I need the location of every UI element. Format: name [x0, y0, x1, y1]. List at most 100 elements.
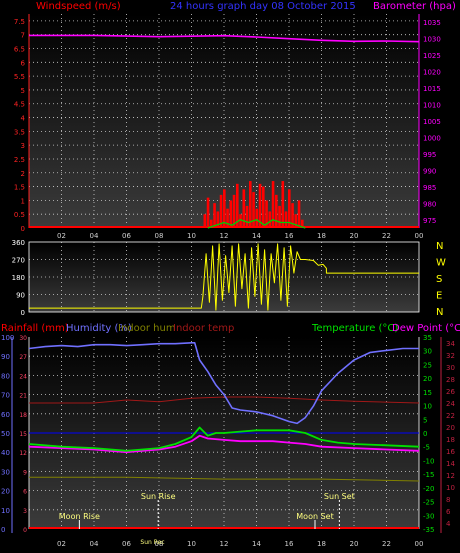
- temperature-tick-label: 30: [423, 348, 432, 356]
- direction-tick-label: 90: [16, 292, 25, 300]
- hour-tick-label: 02: [57, 540, 66, 548]
- direction-panel-frame: [28, 241, 420, 313]
- windspeed-tick-label: 4: [21, 115, 26, 123]
- hour-tick-label: 16: [285, 232, 294, 240]
- windspeed-tick-label: 3: [21, 142, 25, 150]
- wind-gust-bar: [242, 189, 246, 228]
- rainfall-axis-label: Rainfall (mm): [1, 323, 69, 334]
- hour-tick-label: 12: [220, 540, 229, 548]
- wind-direction-line: [29, 243, 419, 311]
- hour-tick-label: 04: [90, 540, 99, 548]
- barometer-tick-label: 980: [423, 200, 436, 208]
- windspeed-tick-label: 1: [21, 197, 25, 205]
- wind-gust-bar: [297, 200, 301, 228]
- wind-gust-bar: [291, 203, 294, 228]
- wind-gust-bar: [262, 186, 265, 228]
- wind-gust-bar: [268, 211, 272, 228]
- hour-tick-label: 18: [317, 232, 326, 240]
- wind-gust-bar: [265, 200, 268, 228]
- windspeed-tick-label: 0: [21, 225, 25, 233]
- wind-gust-bar: [219, 194, 223, 228]
- rainfall-tick-label: 15: [19, 431, 27, 438]
- wind-gust-bar: [301, 219, 304, 228]
- humidity-axis-label: Humidity (%): [66, 323, 132, 334]
- windspeed-tick-label: 7.5: [14, 18, 25, 26]
- wind-gust-bar: [284, 211, 288, 228]
- direction-tick-label: 270: [12, 257, 25, 265]
- moon-set-marker-label: Moon Set: [296, 512, 333, 521]
- humidity-tick-label: 90: [1, 353, 10, 361]
- indoor-temp-tick-label: 12: [446, 472, 455, 480]
- windspeed-tick-label: 6: [21, 59, 26, 67]
- hour-tick-label: 18: [317, 540, 326, 548]
- hour-tick-label: 12: [220, 232, 229, 240]
- compass-label: S: [436, 274, 442, 285]
- temperature-tick-label: 25: [423, 361, 432, 369]
- humidity-tick-label: 100: [1, 334, 14, 342]
- temperature-tick-label: -35: [423, 526, 434, 534]
- wind-gust-bar: [210, 219, 213, 228]
- hour-tick-label: 10: [187, 232, 196, 240]
- barometer-tick-label: 1025: [423, 52, 441, 60]
- hour-tick-label: 22: [382, 540, 391, 548]
- hour-tick-label: 02: [57, 232, 66, 240]
- indoor-temp-tick-label: 32: [446, 352, 455, 360]
- indoor-temp-tick-label: 28: [446, 376, 455, 384]
- wind-gust-bar: [271, 181, 275, 228]
- wind-gust-bar: [255, 208, 259, 228]
- wind-gust-bar: [236, 183, 239, 228]
- temperature-tick-label: -5: [423, 444, 430, 452]
- windspeed-tick-label: 7: [21, 32, 25, 40]
- windspeed-tick-label: 4.5: [14, 101, 25, 109]
- wind-gust-bar: [223, 189, 226, 228]
- compass-label: N: [436, 307, 443, 318]
- humidity-tick-label: 70: [1, 392, 10, 400]
- wind-gust-bar: [229, 200, 233, 228]
- wind-gust-bar: [249, 181, 252, 228]
- graph-title: 24 hours graph day 08 October 2015: [170, 1, 356, 12]
- indoor-humidity-line: [29, 476, 420, 482]
- barometer-tick-label: 975: [423, 217, 436, 225]
- wind-average-line: [207, 219, 306, 229]
- indoor-temp-tick-label: 10: [446, 484, 455, 492]
- indoor-temp-tick-label: 34: [446, 340, 455, 348]
- rainfall-tick-label: 18: [19, 412, 27, 419]
- indoor-temp-tick-label: 16: [446, 448, 455, 456]
- windspeed-tick-label: 5.5: [14, 73, 25, 81]
- barometer-tick-label: 990: [423, 167, 436, 175]
- rainfall-tick-label: 27: [19, 354, 27, 361]
- windspeed-tick-label: 0.5: [14, 211, 25, 219]
- direction-tick-label: 0: [21, 309, 25, 317]
- rainfall-tick-label: 0: [23, 527, 27, 534]
- wind-gust-bar: [258, 183, 262, 228]
- barometer-tick-label: 1005: [423, 118, 441, 126]
- windspeed-tick-label: 3.5: [14, 128, 25, 136]
- temperature-tick-label: 15: [423, 389, 432, 397]
- sun-set-marker-label: Sun Set: [324, 492, 355, 501]
- indoor-temp-label: Indoor temp: [173, 323, 234, 334]
- wind-gust-bar: [226, 208, 229, 228]
- temperature-tick-label: -15: [423, 471, 434, 479]
- temperature-tick-label: 20: [423, 375, 432, 383]
- hour-tick-label: 04: [90, 232, 99, 240]
- indoor-temp-line: [29, 396, 420, 404]
- indoor-temp-tick-label: 6: [446, 508, 451, 516]
- direction-tick-label: 360: [12, 239, 25, 247]
- indoor-temp-tick-label: 8: [446, 496, 450, 504]
- temperature-axis-label: Temperature (°C): [311, 323, 398, 334]
- barometer-line: [29, 34, 420, 43]
- barometer-tick-label: 1010: [423, 102, 441, 110]
- wind-gust-bar: [281, 181, 285, 228]
- windspeed-tick-label: 2.5: [14, 156, 25, 164]
- rainfall-tick-label: 24: [19, 373, 27, 380]
- temperature-tick-label: -30: [423, 512, 434, 520]
- barometer-tick-label: 1000: [423, 134, 441, 142]
- barometer-tick-label: 995: [423, 151, 436, 159]
- humidity-tick-label: 0: [1, 526, 5, 534]
- wind-gust-bar: [278, 205, 281, 228]
- hour-tick-label: 06: [122, 232, 131, 240]
- hour-tick-label: 22: [382, 232, 391, 240]
- rainfall-tick-label: 30: [19, 335, 27, 342]
